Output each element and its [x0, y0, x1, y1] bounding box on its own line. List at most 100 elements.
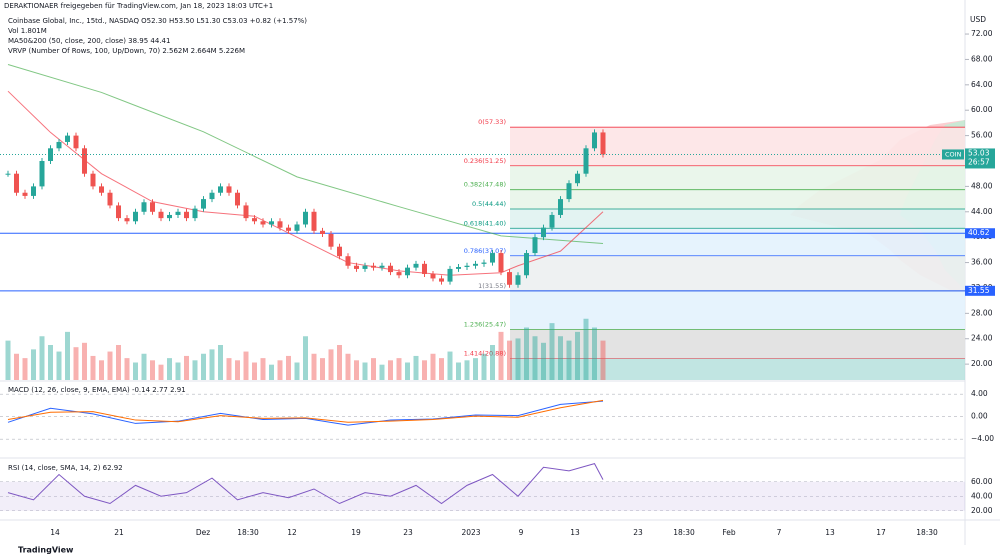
- volume-bar: [277, 360, 283, 380]
- volume-bar: [14, 353, 19, 380]
- candle-body: [124, 218, 130, 222]
- candle-body: [277, 221, 283, 228]
- rsi-tick-label: 40.00: [971, 491, 993, 500]
- x-tick-label: Feb: [722, 528, 736, 537]
- fib-label: 1.414(20.88): [464, 350, 506, 358]
- candle-body: [354, 265, 359, 269]
- candle-body: [56, 141, 62, 149]
- volume-bar: [286, 355, 291, 380]
- volume-bar: [218, 345, 223, 380]
- candle-body: [235, 192, 240, 206]
- volume-bar: [354, 360, 359, 380]
- volume-bar: [5, 340, 11, 380]
- candle-body: [82, 148, 87, 174]
- volume-bar: [303, 336, 308, 380]
- fib-label: 0.236(51.25): [464, 157, 506, 165]
- candle-body: [286, 227, 291, 231]
- macd-tick-label: 0.00: [971, 412, 988, 421]
- volume-bar: [65, 331, 70, 380]
- candle-body: [371, 265, 376, 268]
- volume-bar: [345, 353, 351, 380]
- candle-body: [303, 211, 308, 225]
- candle-body: [515, 275, 521, 285]
- volume-bar: [498, 331, 504, 380]
- x-tick-label: 9: [519, 528, 524, 537]
- volume-bar: [549, 323, 555, 380]
- x-tick-label: 14: [50, 528, 60, 537]
- candle-body: [175, 211, 181, 215]
- candle-body: [243, 205, 249, 219]
- volume-bar: [235, 360, 240, 380]
- candle-body: [575, 173, 580, 184]
- volume-bar: [294, 362, 300, 380]
- share-text: DERAKTIONAER freigegeben für TradingView…: [4, 2, 273, 10]
- candle-body: [413, 263, 419, 268]
- volume-bar: [48, 345, 53, 380]
- x-tick-label: 17: [876, 528, 886, 537]
- candle-body: [430, 273, 436, 279]
- x-tick-label: 13: [825, 528, 835, 537]
- candle-body: [481, 262, 487, 264]
- volume-bar: [90, 355, 96, 380]
- fib-label: 1(31.55): [478, 282, 506, 290]
- candle-body: [141, 202, 147, 212]
- candle-body: [362, 265, 368, 269]
- volume-bar: [22, 358, 28, 380]
- price-label: 40.62: [968, 228, 990, 237]
- volume-bar: [141, 353, 147, 380]
- x-tick-label: 18:30: [916, 528, 938, 537]
- candle-body: [294, 224, 300, 231]
- candle-body: [48, 148, 53, 161]
- macd-tick-label: −4.00: [971, 434, 994, 443]
- volume-bar: [269, 364, 274, 380]
- price-tick-label: 64.00: [971, 80, 993, 89]
- price-tick-label: 28.00: [971, 308, 993, 317]
- volume-bar: [337, 345, 342, 380]
- candle-body: [345, 256, 351, 266]
- candle-body: [507, 272, 512, 285]
- fib-zone: [510, 255, 965, 291]
- volume-bar: [379, 364, 385, 380]
- fib-label: 0(57.33): [478, 118, 506, 126]
- volume-bar: [532, 336, 538, 380]
- volume-bar: [167, 358, 172, 380]
- symbol-box: [942, 149, 964, 160]
- candle-body: [541, 227, 546, 238]
- volume-bar: [464, 360, 470, 380]
- fib-label: 0.618(41.40): [464, 219, 506, 227]
- x-tick-label: 18:30: [237, 528, 259, 537]
- volume-bar: [124, 358, 130, 380]
- candle-body: [252, 218, 257, 222]
- candle-body: [31, 186, 36, 196]
- x-tick-label: 13: [570, 528, 580, 537]
- volume-bar: [107, 351, 113, 380]
- volume-bar: [56, 351, 62, 380]
- candle-body: [167, 214, 172, 219]
- candle-body: [490, 253, 495, 263]
- volume-bar: [388, 360, 393, 380]
- price-label: 31.55: [968, 286, 990, 295]
- fib-zone: [510, 290, 965, 330]
- last-price: 53.03: [968, 148, 990, 157]
- price-tick-label: 36.00: [971, 258, 993, 267]
- volume-bar: [320, 358, 325, 380]
- candle-body: [328, 234, 334, 247]
- volume-bar: [226, 358, 232, 380]
- volume-bar: [422, 360, 427, 380]
- ma50-line: [7, 90, 604, 276]
- volume-info: Vol 1.801M: [8, 27, 47, 35]
- volume-bar: [201, 353, 206, 380]
- macd-signal-line: [7, 399, 604, 423]
- candle-body: [558, 199, 563, 215]
- candle-body: [90, 173, 96, 187]
- candle-body: [22, 192, 28, 196]
- candle-body: [524, 253, 529, 276]
- candle-body: [184, 211, 189, 219]
- candle-body: [473, 263, 478, 266]
- volume-bar: [473, 358, 478, 380]
- volume-bar: [260, 358, 266, 380]
- symbol-info: Coinbase Global, Inc., 15td., NASDAQ O52…: [8, 17, 307, 25]
- price-tick-label: 56.00: [971, 131, 993, 140]
- volume-bar: [39, 336, 45, 380]
